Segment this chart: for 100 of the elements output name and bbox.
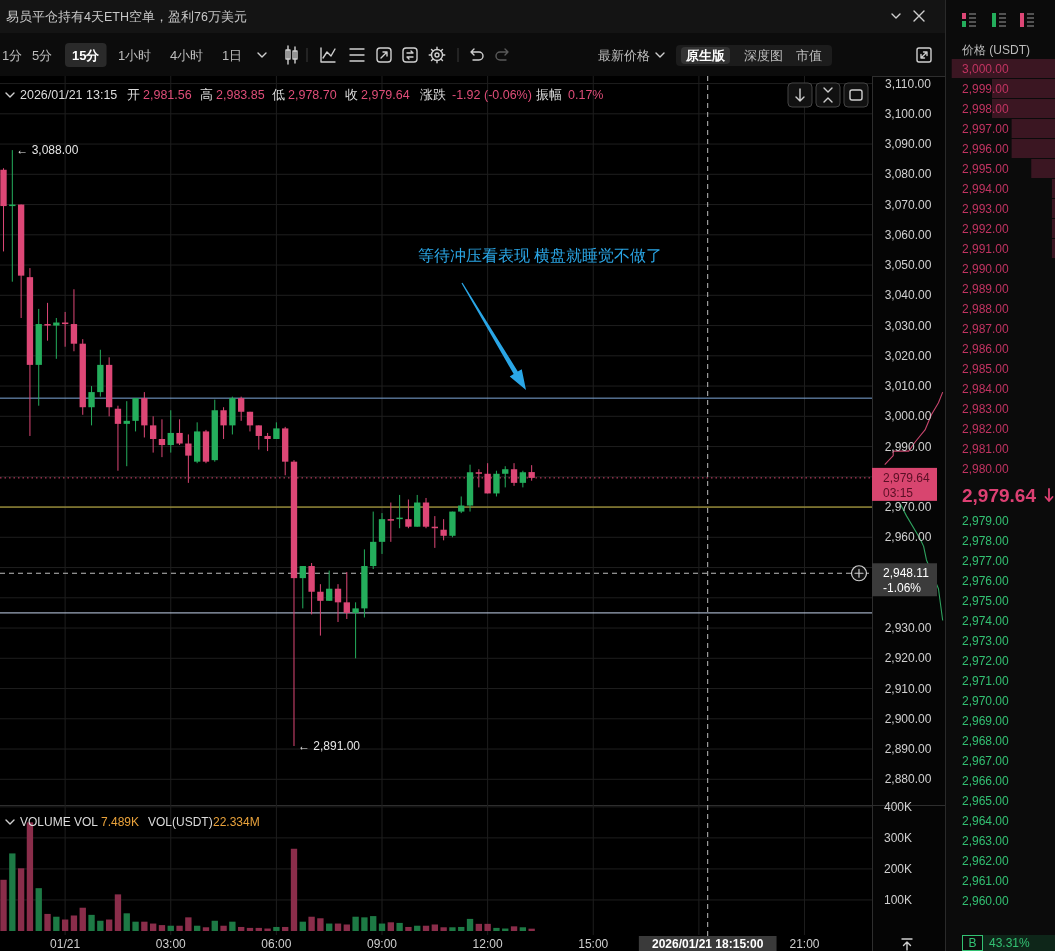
- bar: [396, 922, 403, 931]
- candlestick: [326, 570, 333, 602]
- y-tick-label: 3,100.00: [884, 106, 932, 121]
- bar: [88, 914, 95, 931]
- y-tick-label: 2,962.00: [962, 853, 1010, 868]
- candlestick: [334, 583, 342, 623]
- y-tick-label: 3,070.00: [884, 197, 932, 212]
- bar: [317, 918, 324, 931]
- y-tick-label: 2,992.00: [962, 221, 1010, 236]
- bar: [431, 924, 438, 931]
- bar: [361, 917, 368, 931]
- bar: [282, 926, 289, 931]
- text: 15分: [72, 47, 101, 63]
- y-tick-label: 2,999.00: [962, 81, 1010, 96]
- y-tick-label: 2,987.00: [962, 321, 1010, 336]
- candlestick: [387, 502, 394, 543]
- y-tick-label: 100K: [884, 892, 913, 907]
- y-tick-label: 2,968.00: [962, 733, 1010, 748]
- candlestick: [167, 409, 174, 454]
- bar: [35, 888, 42, 931]
- y-tick-label: 2,963.00: [962, 833, 1010, 848]
- bar: [202, 927, 210, 931]
- bar: [176, 925, 183, 931]
- text: 5分: [32, 47, 53, 63]
- annotation: -1.92 (-0.06%): [452, 88, 532, 102]
- text: VOLUME: [20, 815, 71, 829]
- y-tick-label: 3,010.00: [884, 379, 932, 394]
- y-tick-label: 2,981.00: [962, 441, 1010, 456]
- ref-line-label: 2,948.11 -1.06%: [883, 566, 930, 596]
- candlestick: [123, 400, 130, 467]
- bar: [53, 916, 60, 931]
- bar: [299, 921, 306, 931]
- bar: [414, 925, 421, 931]
- y-tick-label: 2,997.00: [962, 121, 1010, 136]
- y-tick-label: 3,000.00: [884, 409, 932, 424]
- y-tick-label: 2,960.00: [962, 893, 1010, 908]
- annotation: 7.489K: [101, 815, 140, 829]
- annotation: 收: [345, 88, 358, 102]
- x-tick-label: 12:00: [472, 937, 503, 951]
- bar: [510, 926, 518, 931]
- candlestick: [114, 405, 122, 472]
- y-tick-label: 2,890.00: [884, 742, 932, 757]
- candlestick: [405, 498, 412, 529]
- bar: [141, 921, 148, 931]
- y-tick-label: 2,985.00: [962, 361, 1010, 376]
- bar: [458, 926, 465, 931]
- y-tick-label: 2,964.00: [962, 813, 1010, 828]
- bar: [0, 879, 7, 931]
- bar: [246, 927, 254, 931]
- y-tick-label: 2,972.00: [962, 653, 1010, 668]
- annotation: ← 2,891.00: [297, 739, 361, 754]
- y-tick-label: 2,976.00: [962, 573, 1010, 588]
- y-tick-label: 2,979.00: [962, 513, 1010, 528]
- y-tick-label: 3,040.00: [884, 288, 932, 303]
- candlestick: [352, 601, 359, 659]
- y-tick-label: 3,020.00: [884, 348, 932, 363]
- y-tick-label: 2,910.00: [884, 681, 932, 696]
- y-tick-label: 2,920.00: [884, 651, 932, 666]
- candlestick: [493, 470, 500, 497]
- candlestick: [44, 302, 51, 342]
- text: 4小时: [170, 47, 204, 63]
- bar: [273, 926, 280, 931]
- y-tick-label: 200K: [884, 861, 913, 876]
- y-tick-label: 2,986.00: [962, 341, 1010, 356]
- candlestick: [88, 385, 95, 426]
- annotation: 2,979.64: [361, 88, 410, 102]
- y-tick-label: 2,967.00: [962, 753, 1010, 768]
- y-tick-label: 3,090.00: [884, 137, 932, 152]
- y-tick-label: 2,977.00: [962, 553, 1010, 568]
- y-tick-label: 2,984.00: [962, 381, 1010, 396]
- y-tick-label: 2,960.00: [884, 530, 932, 545]
- candlestick: [70, 288, 78, 352]
- candlestick: [440, 518, 447, 541]
- y-tick-label: 2,995.00: [962, 161, 1010, 176]
- x-tick-label: 03:00: [155, 937, 187, 951]
- bar: [370, 916, 377, 931]
- bar: [387, 922, 394, 931]
- y-tick-label: 3,050.00: [884, 258, 932, 273]
- y-tick-label: 2,998.00: [962, 101, 1010, 116]
- annotation: 低: [272, 88, 285, 102]
- bar: [255, 927, 262, 931]
- annotation: ← 3,088.00: [16, 143, 79, 158]
- candlestick: [255, 424, 262, 451]
- x-tick-label: 15:00: [578, 937, 609, 951]
- candlestick: [264, 432, 271, 452]
- candlestick: [378, 512, 386, 555]
- bar: [475, 923, 483, 931]
- bar: [9, 853, 16, 931]
- candlestick: [238, 396, 245, 422]
- bar: [123, 913, 130, 931]
- y-tick-label: 2,961.00: [962, 873, 1010, 888]
- y-tick-label: 3,000.00: [962, 61, 1010, 76]
- ref-line-label: 2,979.64 03:15: [883, 470, 931, 500]
- annotation: 2026/01/21 13:15: [20, 88, 118, 102]
- bar: [440, 927, 447, 931]
- annotation: 2,981.56: [143, 88, 192, 102]
- bar: [17, 868, 25, 931]
- y-tick-label: 3,110.00: [885, 76, 932, 91]
- y-tick-label: 400K: [884, 799, 913, 814]
- text: 43.31%: [989, 936, 1031, 950]
